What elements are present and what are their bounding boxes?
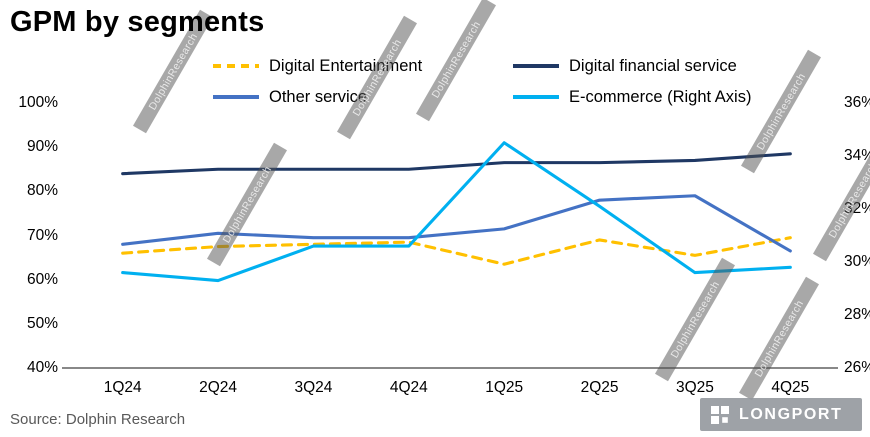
- left-axis-tick-label: 80%: [26, 182, 58, 200]
- legend-item-digital-entertainment: Digital Entertainment: [213, 54, 513, 78]
- x-axis-category-label: 1Q25: [485, 379, 524, 396]
- legend-label: Digital financial service: [569, 56, 737, 75]
- legend-label: Other service: [269, 87, 368, 106]
- x-axis-category-label: 4Q24: [389, 379, 428, 396]
- legend-line-swatch-digital-financial-service: [513, 64, 559, 68]
- legend-label: Digital Entertainment: [269, 56, 423, 75]
- legend-item-e-commerce-right-axis: E-commerce (Right Axis): [513, 85, 843, 109]
- legend-line-swatch-e-commerce-right-axis: [513, 95, 559, 99]
- left-axis-tick-label: 50%: [26, 314, 58, 332]
- right-axis-tick-label: 28%: [844, 306, 870, 323]
- legend-item-other-service: Other service: [213, 85, 513, 109]
- right-axis-tick-label: 30%: [844, 253, 870, 270]
- series-line-digital-entertainment: [121, 236, 792, 266]
- x-axis-category-label: 4Q25: [771, 379, 810, 396]
- x-axis-category-label: 3Q25: [675, 379, 714, 396]
- x-axis-category-label: 2Q24: [199, 379, 238, 396]
- right-axis-tick-label: 26%: [844, 359, 870, 376]
- right-axis-tick-label: 32%: [844, 200, 870, 217]
- series-line-e-commerce-right-axis: [121, 141, 792, 283]
- source-note: Source: Dolphin Research: [10, 411, 186, 428]
- page-title: GPM by segments: [10, 6, 265, 38]
- x-axis-category-label: 2Q25: [580, 379, 619, 396]
- series-line-digital-financial-service: [121, 152, 792, 176]
- x-axis-category-label: 1Q24: [103, 379, 142, 396]
- legend-line-swatch-digital-entertainment: [213, 64, 259, 68]
- legend-line-swatch-other-service: [213, 95, 259, 99]
- longport-logo-text: LONGPORT: [739, 405, 843, 423]
- longport-logo: LONGPORT: [700, 398, 862, 431]
- left-axis-tick-label: 70%: [26, 226, 58, 244]
- legend-label: E-commerce (Right Axis): [569, 87, 752, 106]
- legend-item-digital-financial-service: Digital financial service: [513, 54, 843, 78]
- right-axis-tick-label: 36%: [844, 94, 870, 111]
- legend: Digital Entertainment Digital financial s…: [213, 54, 843, 109]
- left-axis-tick-label: 40%: [26, 359, 58, 376]
- grid-squares-icon: [711, 405, 729, 424]
- x-axis-category-label: 3Q24: [294, 379, 333, 396]
- left-axis-tick-label: 100%: [18, 94, 58, 111]
- series-line-other-service: [121, 194, 792, 253]
- left-axis-tick-label: 60%: [26, 270, 58, 288]
- right-axis-tick-label: 34%: [844, 147, 870, 164]
- left-axis-tick-label: 90%: [26, 138, 58, 156]
